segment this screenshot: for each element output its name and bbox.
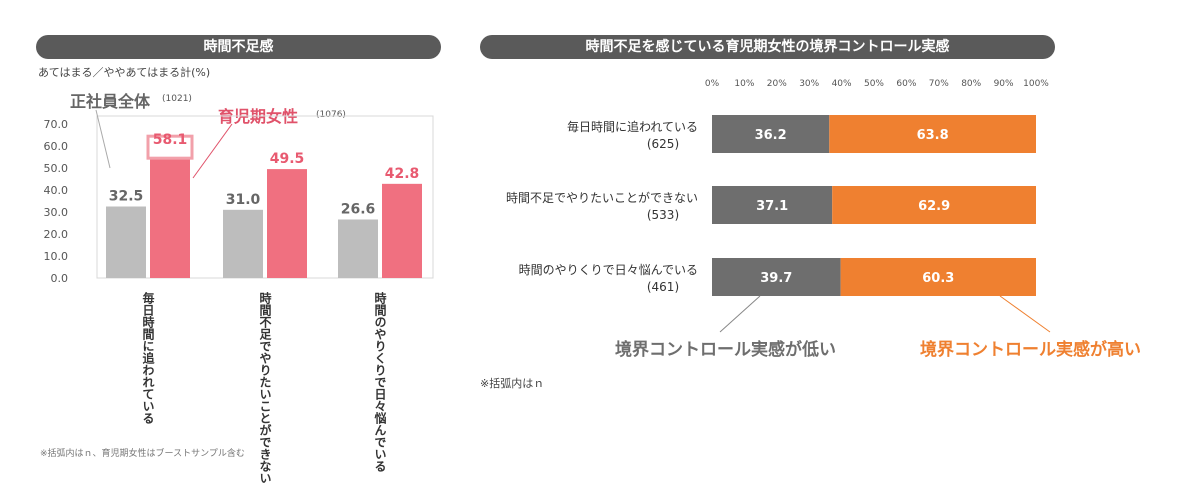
bar-mothers: [150, 150, 190, 278]
value-label-low: 36.2: [755, 128, 787, 143]
value-label-low: 37.1: [756, 199, 788, 214]
value-label-all: 31.0: [226, 192, 261, 208]
category-label: 毎日時間に追われている: [141, 291, 155, 424]
x-tick-label: 30%: [799, 79, 819, 89]
x-tick-label: 90%: [994, 79, 1014, 89]
leader-line-low: [719, 295, 761, 333]
x-tick-label: 100%: [1023, 79, 1049, 89]
x-tick-label: 10%: [734, 79, 754, 89]
right-banner: 時間不足を感じている育児期女性の境界コントロール実感: [480, 35, 1055, 59]
value-label-mothers: 42.8: [385, 166, 420, 182]
x-tick-label: 20%: [767, 79, 787, 89]
legend-all-label: 正社員全体: [70, 92, 151, 111]
row-label: 毎日時間に追われている: [567, 119, 698, 134]
bar-high: [829, 115, 1036, 153]
x-tick-label: 40%: [832, 79, 852, 89]
bar-all: [106, 206, 146, 278]
row-label: 時間のやりくりで日々悩んでいる: [519, 263, 698, 277]
legend-all-n: (1021): [162, 94, 192, 104]
bar-low: [712, 115, 830, 153]
row-n-label: (533): [647, 208, 679, 222]
left-banner: 時間不足感: [36, 35, 441, 59]
value-label-low: 39.7: [760, 271, 792, 286]
y-tick-label: 30.0: [44, 206, 69, 219]
row-label: 時間不足でやりたいことができない: [506, 190, 698, 205]
bar-low: [712, 258, 841, 296]
left-subtitle: あてはまる／ややあてはまる計(%): [38, 66, 211, 79]
leader-line-mothers: [192, 123, 233, 179]
plot-frame: [96, 115, 434, 279]
row-n-label: (625): [647, 137, 679, 151]
bar-mothers: [382, 183, 422, 278]
x-tick-label: 0%: [705, 79, 720, 89]
value-label-all: 32.5: [109, 189, 144, 205]
x-tick-label: 60%: [896, 79, 916, 89]
leader-line-all: [95, 109, 111, 169]
y-tick-label: 40.0: [44, 184, 69, 197]
y-tick-label: 0.0: [51, 272, 69, 285]
x-tick-label: 70%: [929, 79, 949, 89]
value-label-mothers: 49.5: [270, 151, 305, 167]
right-footnote: ※括弧内はｎ: [480, 377, 545, 390]
bar-all: [223, 209, 263, 278]
value-label-high: 62.9: [918, 199, 950, 214]
value-highlight-box: [146, 134, 194, 160]
legend-high: 境界コントロール実感が高い: [920, 340, 1141, 360]
x-tick-label: 50%: [864, 79, 884, 89]
legend-mothers-n: (1076): [316, 110, 346, 120]
y-tick-label: 50.0: [44, 162, 69, 175]
y-tick-label: 20.0: [44, 228, 69, 241]
value-label-all: 26.6: [341, 201, 376, 217]
y-tick-label: 60.0: [44, 140, 69, 153]
y-tick-label: 70.0: [44, 118, 69, 131]
bar-mothers: [267, 169, 307, 278]
left-footnote: ※括弧内はｎ、育児期女性はブーストサンプル含む: [40, 449, 245, 459]
x-tick-label: 80%: [961, 79, 981, 89]
value-label-mothers: 58.1: [153, 132, 188, 148]
bar-low: [712, 186, 833, 224]
value-label-high: 63.8: [917, 128, 949, 143]
category-label: 時間のやりくりで日々悩んでいる: [373, 291, 387, 472]
bar-high: [840, 258, 1036, 296]
category-label: 時間不足でやりたいことができない: [258, 291, 272, 484]
leader-line-high: [999, 295, 1051, 333]
value-label-high: 60.3: [922, 271, 954, 286]
bar-high: [832, 186, 1036, 224]
bar-all: [338, 219, 378, 278]
legend-low: 境界コントロール実感が低い: [615, 340, 836, 360]
row-n-label: (461): [647, 280, 679, 294]
y-tick-label: 10.0: [44, 250, 69, 263]
